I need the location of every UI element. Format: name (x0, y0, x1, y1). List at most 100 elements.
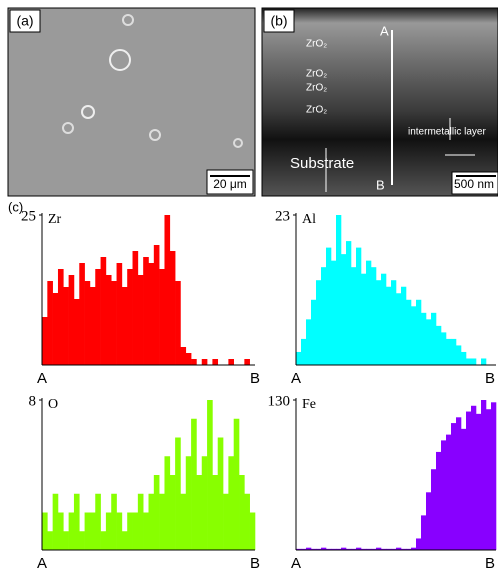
bar (411, 306, 416, 365)
bar (218, 438, 224, 551)
bar (196, 475, 202, 550)
point-label: A (380, 23, 389, 38)
panel-label: (b) (270, 13, 287, 29)
bar (311, 300, 316, 365)
bar (207, 400, 213, 550)
bar (446, 339, 451, 365)
bar (85, 513, 91, 551)
bar (90, 287, 96, 365)
bar (175, 438, 181, 551)
bar (306, 319, 311, 365)
bar (202, 456, 208, 550)
bar (486, 409, 491, 550)
bar (149, 494, 155, 550)
bar (122, 531, 128, 550)
bar (53, 494, 59, 550)
bar (47, 531, 53, 550)
scale-label: 20 μm (213, 177, 247, 191)
bar (466, 358, 471, 365)
bar (133, 513, 139, 551)
bar (456, 345, 461, 365)
bar (58, 269, 64, 365)
bar (106, 513, 112, 551)
bar (149, 263, 155, 365)
bar (127, 269, 133, 365)
bar (159, 269, 165, 365)
y-tick-label: 25 (21, 208, 36, 224)
bar (223, 494, 229, 550)
x-end-label: A (37, 370, 47, 387)
bar (391, 280, 396, 365)
bar (366, 261, 371, 365)
bar (133, 251, 139, 365)
bar (426, 319, 431, 365)
bar (170, 475, 176, 550)
bar (296, 352, 301, 365)
bar (191, 359, 197, 365)
bar (90, 513, 96, 551)
bar (401, 287, 406, 365)
bar (164, 215, 170, 365)
bar (471, 358, 476, 365)
bar (436, 326, 441, 365)
bar (138, 494, 144, 550)
bar (85, 281, 91, 365)
bar (95, 269, 101, 365)
element-label: Fe (302, 397, 316, 412)
bar (239, 475, 245, 550)
bar (170, 251, 176, 365)
bar (244, 494, 250, 550)
element-label: Al (302, 212, 316, 227)
bar (143, 513, 149, 551)
bar (431, 469, 436, 550)
bar (79, 531, 85, 550)
bar (212, 475, 218, 550)
bar (396, 293, 401, 365)
bar (426, 492, 431, 550)
figure: (a) 20 μm (b) A B ZrO₂ ZrO₂ ZrO₂ ZrO₂ in… (0, 0, 498, 573)
bar (180, 347, 186, 365)
x-end-label: B (485, 370, 495, 387)
bar (416, 300, 421, 365)
bar (42, 513, 48, 551)
sem-image (8, 8, 255, 196)
bar (321, 267, 326, 365)
bar (461, 352, 466, 365)
bar (381, 274, 386, 365)
bar (446, 435, 451, 550)
y-tick-label: 8 (29, 393, 37, 409)
bar (164, 456, 170, 550)
bar (250, 513, 256, 551)
bar (491, 402, 496, 550)
bar (154, 475, 160, 550)
bar (481, 400, 486, 550)
element-label: Zr (48, 212, 62, 227)
bar (331, 261, 336, 365)
bar (356, 248, 361, 365)
bar (461, 429, 466, 550)
bar (421, 313, 426, 365)
bar (481, 358, 486, 365)
layer-label: ZrO₂ (306, 105, 327, 116)
x-end-label: A (37, 555, 47, 572)
bar (154, 245, 160, 365)
bar (175, 281, 181, 365)
bar (127, 513, 133, 551)
bar (53, 293, 59, 365)
bar (212, 359, 218, 365)
bar (441, 332, 446, 365)
bar (316, 280, 321, 365)
bar (361, 274, 366, 365)
bar (351, 267, 356, 365)
bar (416, 538, 421, 550)
bar (117, 263, 123, 365)
bar (336, 215, 341, 365)
bar (421, 515, 426, 550)
bar (301, 339, 306, 365)
bar (476, 414, 481, 550)
bar (466, 412, 471, 550)
bar (117, 513, 123, 551)
bar (202, 359, 208, 365)
bar (234, 419, 240, 550)
bar (69, 275, 75, 365)
